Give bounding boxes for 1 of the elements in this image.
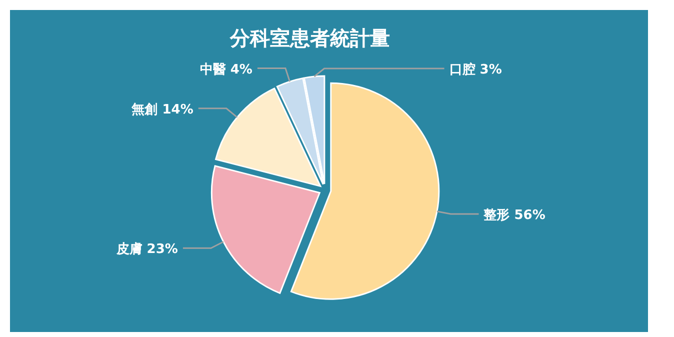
title: 分科室患者統計量 bbox=[230, 26, 390, 50]
